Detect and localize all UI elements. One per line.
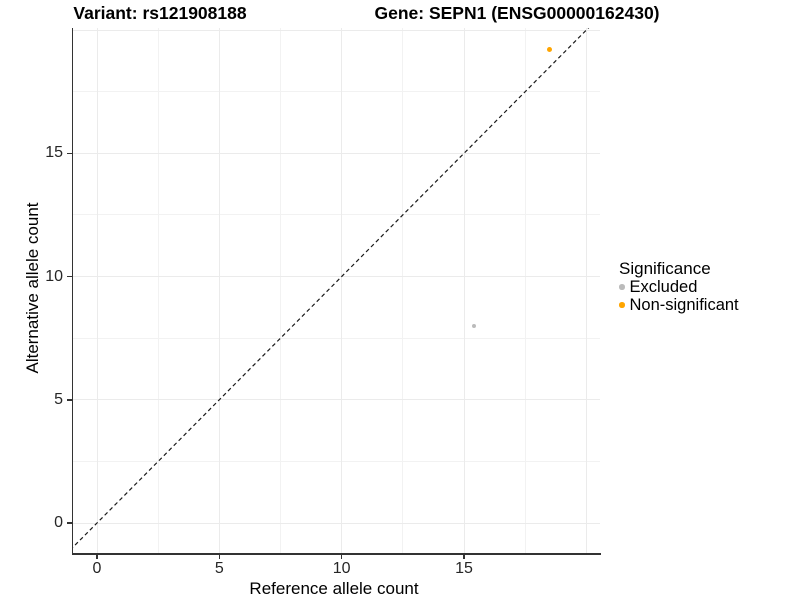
legend-title: Significance — [619, 259, 711, 278]
gridline-horizontal-major — [73, 29, 600, 31]
gridline-vertical-minor — [524, 28, 526, 553]
y-tick-mark — [67, 275, 72, 278]
y-tick-mark — [67, 522, 72, 524]
gridline-horizontal-major — [73, 522, 600, 524]
gridline-vertical-major — [218, 28, 220, 553]
x-tick-mark — [463, 554, 465, 559]
gridline-vertical-minor — [402, 28, 404, 553]
x-axis-title: Reference allele count — [249, 579, 419, 598]
legend-items: Excluded Non-significant — [619, 278, 739, 314]
gridline-horizontal-minor — [73, 460, 600, 462]
plot-panel — [73, 28, 600, 553]
gridline-horizontal-minor — [73, 337, 600, 339]
gridline-vertical-major — [463, 28, 465, 553]
plot-title-variant: Variant: rs121908188 — [73, 3, 247, 23]
gridline-vertical-major — [96, 28, 98, 553]
data-point-non-significant — [547, 47, 553, 53]
y-tick-label: 5 — [54, 390, 63, 408]
x-tick-mark — [218, 554, 221, 559]
gridline-vertical-minor — [280, 28, 282, 553]
y-tick-label: 0 — [54, 514, 63, 531]
legend: Significance Excluded Non-significant — [619, 260, 739, 314]
y-axis-line — [71, 28, 73, 555]
gridline-horizontal-major — [73, 399, 600, 401]
x-axis-line — [71, 553, 601, 555]
legend-key-excluded — [619, 284, 625, 290]
gridline-horizontal-major — [73, 276, 600, 277]
legend-item-excluded: Excluded — [619, 278, 739, 296]
legend-key-non-significant — [619, 302, 625, 308]
gridline-horizontal-minor — [73, 214, 600, 216]
y-tick-label: 10 — [45, 267, 63, 285]
gridline-horizontal-minor — [73, 91, 600, 93]
y-tick-mark — [67, 399, 72, 401]
legend-item-label: Non-significant — [629, 296, 739, 314]
gridline-horizontal-major — [73, 152, 600, 154]
identity-line — [73, 28, 590, 549]
x-tick-mark — [340, 554, 343, 559]
gridline-vertical-major — [341, 28, 343, 553]
y-tick-label: 15 — [45, 144, 63, 162]
data-point-excluded — [471, 323, 477, 329]
gridline-vertical-minor — [157, 28, 159, 553]
x-tick-mark — [96, 554, 98, 559]
plot-title-gene: Gene: SEPN1 (ENSG00000162430) — [374, 3, 660, 23]
y-axis-title: Alternative allele count — [23, 202, 42, 374]
x-tick-label: 15 — [455, 560, 473, 577]
identity-line-layer — [73, 28, 590, 549]
legend-item-non-significant: Non-significant — [619, 296, 739, 314]
x-tick-label: 5 — [214, 560, 224, 577]
gridline-vertical-major — [585, 28, 587, 553]
legend-item-label: Excluded — [629, 278, 698, 296]
y-tick-mark — [67, 152, 72, 154]
x-tick-label: 10 — [332, 560, 351, 577]
x-tick-label: 0 — [92, 560, 102, 577]
